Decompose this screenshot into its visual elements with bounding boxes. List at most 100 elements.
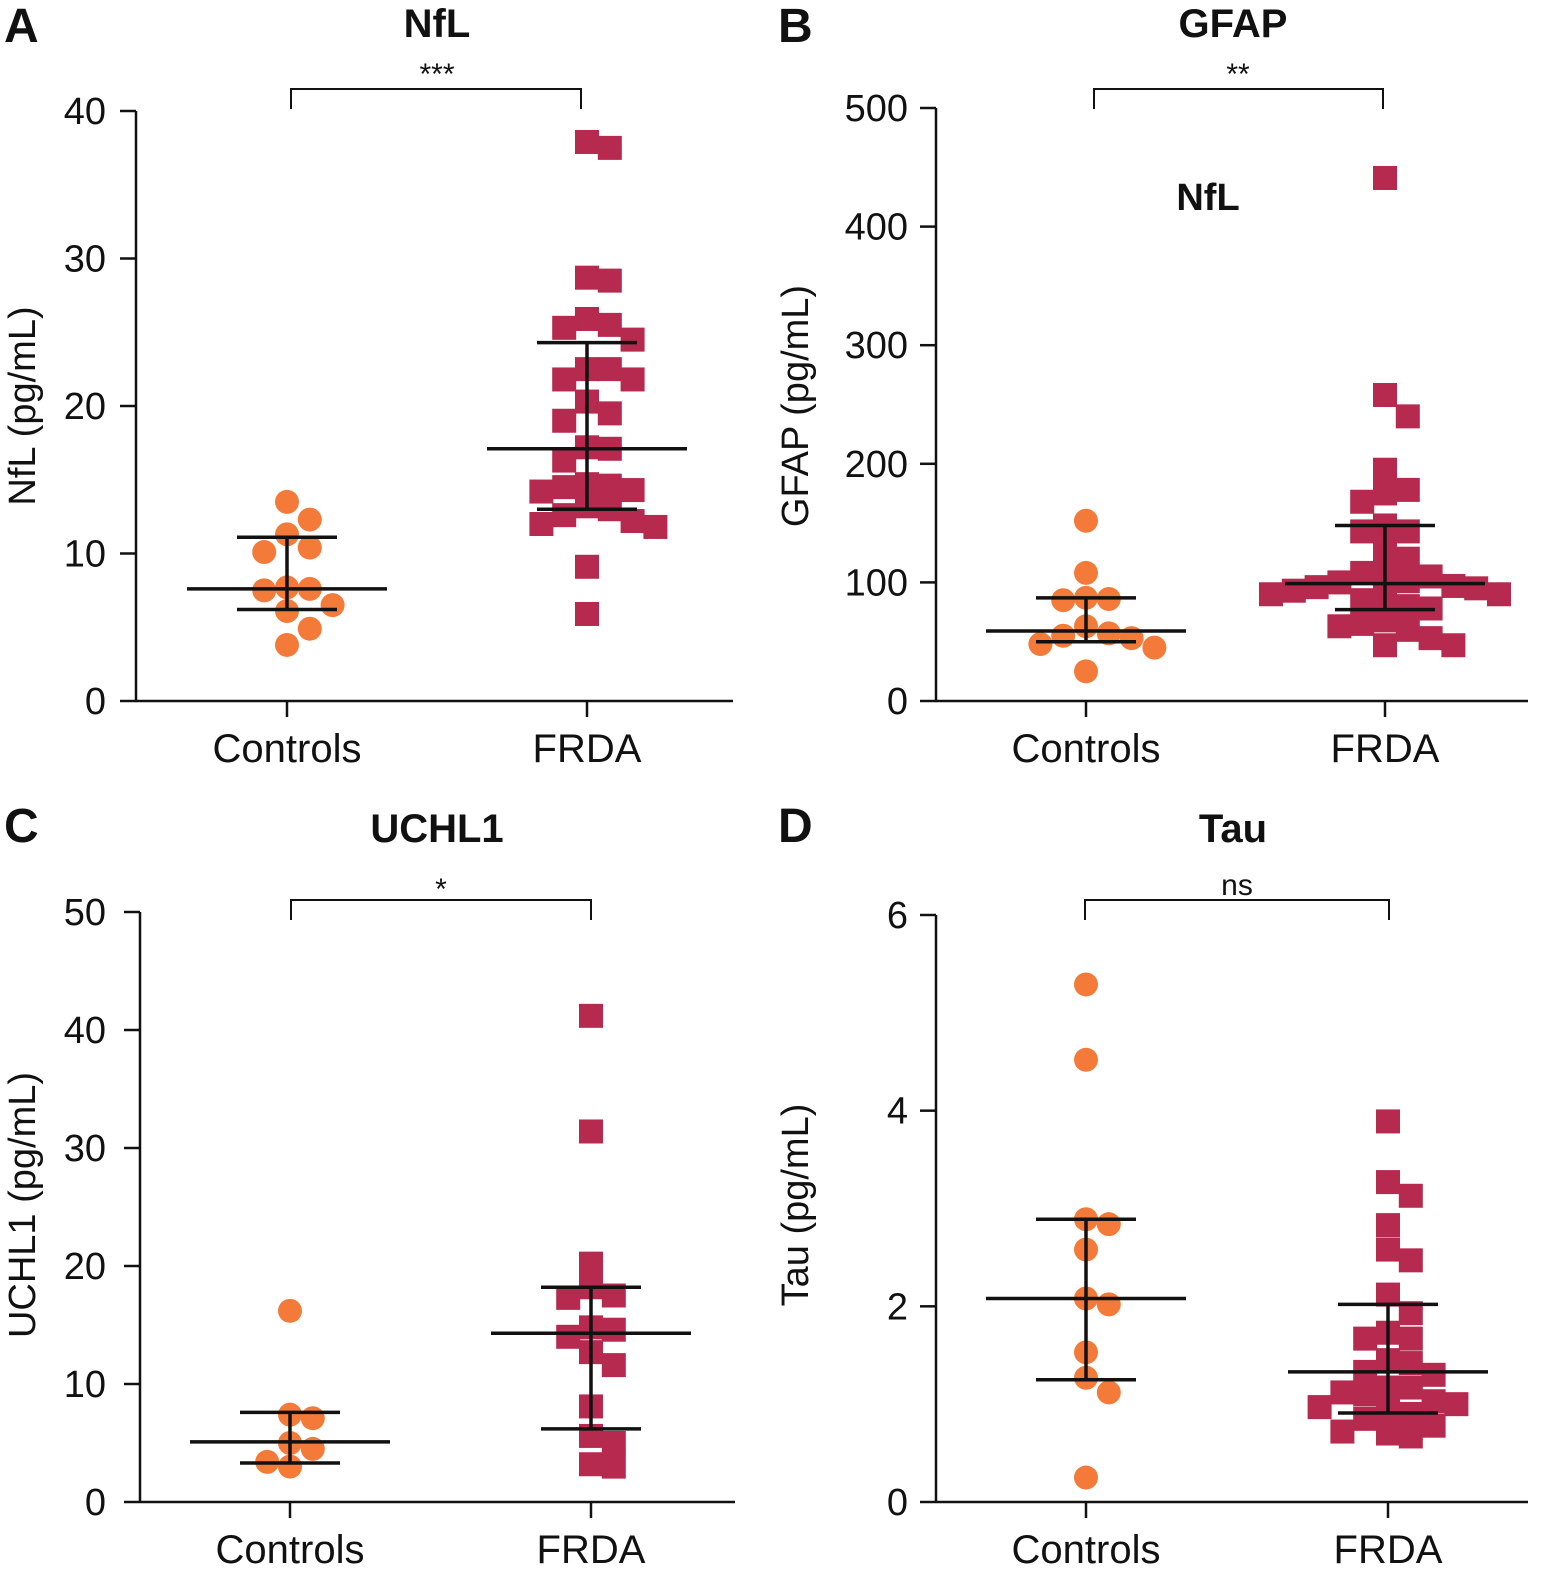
panel-b-point-frda bbox=[1395, 477, 1420, 502]
panel-b-point-controls bbox=[1142, 635, 1167, 660]
panel-a-y-axis-label: NfL (pg/mL) bbox=[2, 306, 44, 505]
panel-b-point-frda bbox=[1373, 481, 1397, 506]
panel-a-point-frda bbox=[575, 601, 599, 626]
panel-a-point-frda bbox=[575, 265, 599, 290]
panel-b-point-frda bbox=[1373, 608, 1397, 633]
panel-b-y-tick-label: 200 bbox=[845, 444, 908, 486]
panel-a-point-frda bbox=[575, 306, 599, 331]
panel-b-point-frda bbox=[1373, 457, 1397, 482]
panel-c-y-tick-label: 30 bbox=[64, 1128, 106, 1170]
panel-b-point-controls bbox=[1051, 588, 1076, 613]
panel-d-point-frda bbox=[1398, 1248, 1423, 1273]
panel-d-x-tick-label: FRDA bbox=[1334, 1528, 1443, 1572]
panel-a-point-controls bbox=[297, 616, 322, 641]
panel-d-point-frda bbox=[1330, 1380, 1355, 1405]
panel-b-title: GFAP bbox=[1179, 2, 1288, 46]
panel-c-y-axis-label: UCHL1 (pg/mL) bbox=[2, 1072, 44, 1338]
panel-d-point-frda bbox=[1376, 1237, 1400, 1262]
panel-letter-a: A bbox=[4, 0, 39, 53]
panel-b-point-frda bbox=[1395, 546, 1420, 571]
panel-d-point-frda bbox=[1376, 1213, 1400, 1238]
panel-a-point-frda bbox=[597, 473, 622, 498]
panel-b-y-tick-label: 300 bbox=[845, 325, 908, 367]
panel-a-y-tick-label: 30 bbox=[64, 239, 106, 281]
panel-b-y-tick-label: 400 bbox=[845, 207, 908, 249]
panel-b-point-controls bbox=[1028, 632, 1053, 657]
panel-a-point-frda bbox=[643, 514, 668, 539]
panel-b-point-frda bbox=[1304, 575, 1329, 600]
panel-d-point-frda bbox=[1421, 1362, 1446, 1387]
panel-c-point-frda bbox=[601, 1317, 626, 1342]
panel-b-y-tick-label: 100 bbox=[845, 562, 908, 604]
panel-b-point-frda bbox=[1373, 165, 1397, 190]
panel-b-point-frda bbox=[1373, 633, 1397, 658]
panel-b-x-tick-label: Controls bbox=[1012, 727, 1161, 771]
panel-a: A NfL *** NfL (pg/mL) 0 10 20 30 40 Controls F… bbox=[2, 0, 733, 771]
panel-d-point-controls bbox=[1074, 1047, 1098, 1072]
panel-b-x-tick-label: FRDA bbox=[1331, 727, 1440, 771]
panel-d-point-frda bbox=[1376, 1170, 1400, 1195]
panel-a-y-tick-label: 0 bbox=[85, 681, 106, 723]
panel-d-point-frda bbox=[1307, 1395, 1332, 1420]
panel-c-y-tick-label: 40 bbox=[64, 1010, 106, 1052]
panel-c-point-frda bbox=[556, 1285, 581, 1310]
panel-d-y-tick-label: 0 bbox=[887, 1482, 908, 1524]
panel-d-y-tick-label: 2 bbox=[887, 1286, 908, 1328]
panel-a-point-frda bbox=[597, 135, 622, 160]
panel-a-x-tick-label: FRDA bbox=[533, 727, 642, 771]
panel-d-point-frda bbox=[1398, 1424, 1423, 1449]
panel-d-point-frda bbox=[1421, 1389, 1446, 1414]
panel-a-point-controls bbox=[320, 593, 345, 618]
panel-d-y-tick-label: 6 bbox=[887, 895, 908, 937]
panel-a-point-controls bbox=[297, 507, 322, 532]
panel-d-y-axis-label: Tau (pg/mL) bbox=[775, 1104, 817, 1307]
panel-a-title: NfL bbox=[404, 2, 471, 46]
panel-d-x-tick-label: Controls bbox=[1012, 1528, 1161, 1572]
panel-a-point-frda bbox=[529, 479, 554, 504]
panel-d-title: Tau bbox=[1199, 807, 1267, 851]
panel-d-point-frda bbox=[1376, 1282, 1400, 1307]
panel-b-y-tick-label: 0 bbox=[887, 681, 908, 723]
panel-d-point-frda bbox=[1398, 1326, 1423, 1351]
panel-b-y-tick-label: 500 bbox=[845, 88, 908, 130]
panel-a-point-frda bbox=[620, 327, 645, 352]
panel-b-point-frda bbox=[1487, 582, 1511, 607]
panel-c-point-frda bbox=[601, 1431, 626, 1455]
panel-d-point-frda bbox=[1330, 1419, 1355, 1444]
panel-a-point-frda bbox=[620, 478, 645, 503]
panel-b-point-frda bbox=[1441, 633, 1466, 658]
panel-c-point-frda bbox=[579, 1251, 603, 1276]
panel-b-point-frda bbox=[1395, 519, 1420, 544]
panel-d-significance-bracket bbox=[1084, 899, 1390, 920]
panel-a-x-tick-label: Controls bbox=[213, 727, 362, 771]
panel-b-y-axis-label: GFAP (pg/mL) bbox=[775, 285, 817, 527]
panel-b-point-frda bbox=[1350, 519, 1375, 544]
panel-d-point-frda bbox=[1398, 1183, 1423, 1208]
panel-d-point-controls bbox=[1096, 1292, 1121, 1317]
panel-a-point-frda bbox=[620, 367, 645, 392]
panel-d-point-controls bbox=[1096, 1212, 1121, 1237]
panel-b-point-controls bbox=[1074, 659, 1098, 684]
panel-a-point-frda bbox=[597, 357, 622, 382]
panel-letter-b: B bbox=[778, 0, 813, 53]
panel-a-point-frda bbox=[552, 503, 577, 528]
panel-c-point-controls bbox=[278, 1298, 302, 1323]
panel-c-point-frda bbox=[601, 1353, 626, 1378]
panel-c-point-frda bbox=[579, 1119, 603, 1144]
panel-b-point-controls bbox=[1051, 623, 1076, 648]
panel-a-point-controls bbox=[297, 535, 322, 560]
panel-b-point-frda bbox=[1395, 594, 1420, 619]
panel-c-title: UCHL1 bbox=[370, 807, 503, 851]
panel-a-point-frda bbox=[597, 401, 622, 426]
panel-d-point-frda bbox=[1444, 1392, 1469, 1417]
panel-d-point-frda bbox=[1398, 1375, 1423, 1400]
panel-d: D Tau ns Tau (pg/mL) 0 2 4 6 Controls FRDA bbox=[775, 800, 1528, 1572]
panel-a-point-controls bbox=[252, 540, 277, 565]
panel-a-point-frda bbox=[620, 509, 645, 534]
panel-b-significance-bracket bbox=[1093, 88, 1384, 109]
panel-letter-d: D bbox=[778, 800, 813, 853]
panel-c-point-frda bbox=[601, 1454, 626, 1479]
panel-d-significance: ns bbox=[1221, 869, 1253, 902]
panel-b-point-frda bbox=[1441, 573, 1466, 598]
